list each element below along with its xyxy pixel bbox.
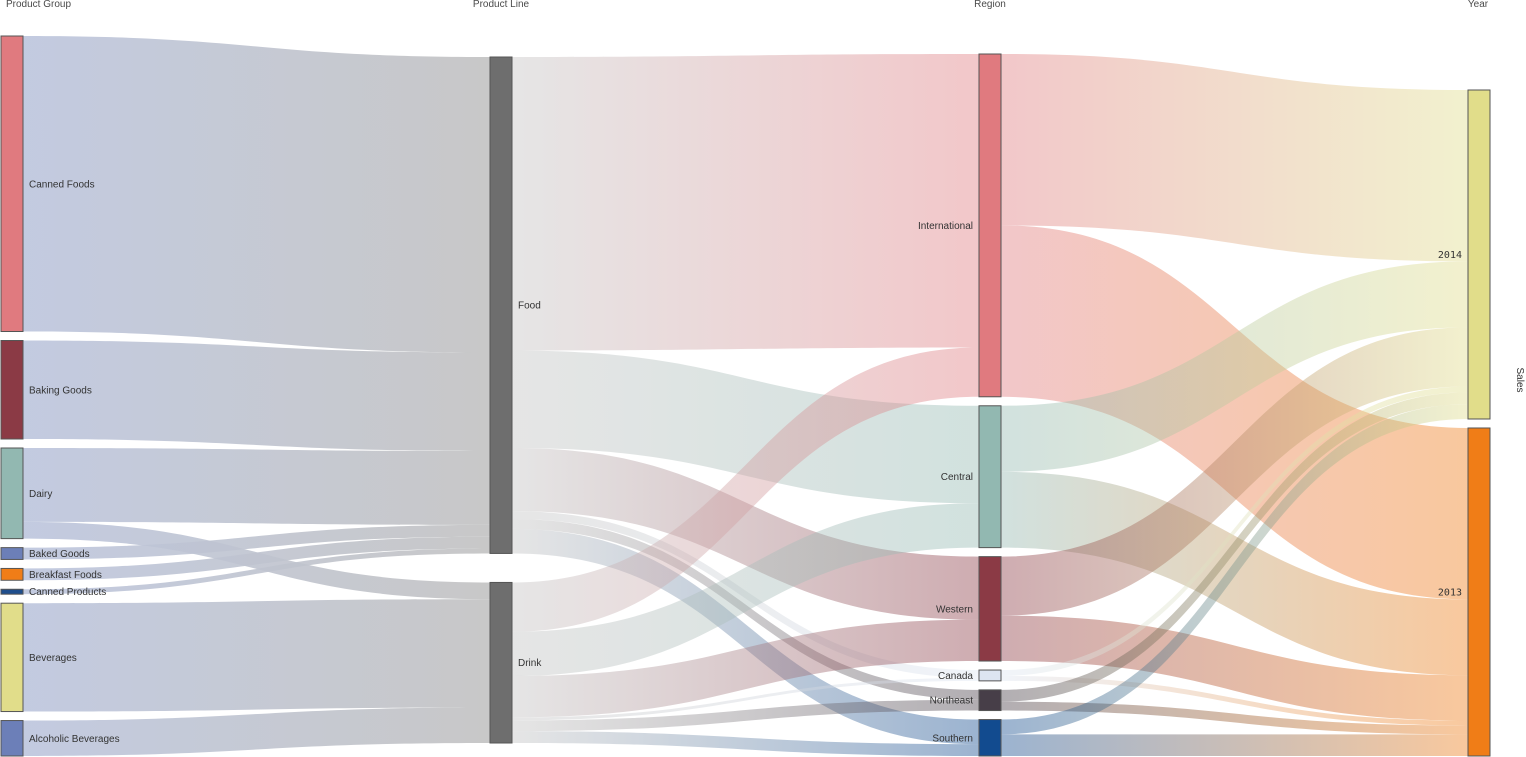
column-header-year: Year [1468,0,1489,10]
link-northeast-to-y2013[interactable] [1001,701,1468,735]
node-label-canned-products: Canned Products [29,587,106,598]
column-headers: Product Group Product Line Region Year [6,0,1489,10]
node-southern[interactable] [978,719,1002,757]
node-food[interactable] [489,56,513,554]
link-baking-goods-to-food[interactable] [23,340,490,452]
node-label-western: Western [936,604,973,615]
link-food-to-central[interactable] [512,350,979,504]
link-canned-products-to-food[interactable] [23,548,490,595]
column-header-product-group: Product Group [6,0,71,10]
node-label-baked-goods: Baked Goods [29,549,90,560]
link-drink-to-canada[interactable] [512,677,979,721]
node-label-canada: Canada [938,671,973,682]
node-label-alcoholic-beverages: Alcoholic Beverages [29,734,120,745]
link-drink-to-western[interactable] [512,619,979,718]
node-label-canned-foods: Canned Foods [29,179,95,190]
link-southern-to-y2014[interactable] [1001,404,1468,735]
node-label-baking-goods: Baking Goods [29,385,92,396]
node-label-food: Food [518,301,541,312]
node-beverages[interactable] [0,602,24,713]
node-drink[interactable] [489,581,513,744]
node-northeast[interactable] [978,689,1002,712]
node-canada[interactable] [978,669,1002,682]
node-label-central: Central [941,472,973,483]
column-header-product-line: Product Line [473,0,530,10]
node-dairy[interactable] [0,447,24,540]
node-canned-foods[interactable] [0,35,24,333]
node-y2013[interactable] [1467,427,1491,757]
node-label-breakfast-foods: Breakfast Foods [29,570,102,581]
link-western-to-y2014[interactable] [1001,327,1468,616]
node-label-drink: Drink [518,658,542,669]
node-baking-goods[interactable] [0,340,24,440]
node-label-dairy: Dairy [29,489,52,500]
node-label-y2013: 2013 [1438,587,1462,598]
node-labels: Canned Foods Baking Goods Dairy Baked Goods… [29,179,1462,745]
link-international-to-y2014[interactable] [1001,54,1468,262]
link-food-to-southern[interactable] [512,528,979,745]
link-international-to-y2013[interactable] [1001,225,1468,600]
node-y2014[interactable] [1467,89,1491,420]
column-header-region: Region [974,0,1006,10]
node-baked-goods[interactable] [0,547,24,560]
measure-label: Sales [1514,367,1525,392]
node-western[interactable] [978,556,1002,662]
link-breakfast-foods-to-food[interactable] [23,536,490,581]
node-label-international: International [918,221,973,232]
node-central[interactable] [978,405,1002,549]
link-canada-to-y2013[interactable] [1001,675,1468,726]
node-label-beverages: Beverages [29,653,77,664]
link-canned-foods-to-food[interactable] [23,36,490,353]
link-central-to-y2014[interactable] [1001,261,1468,472]
link-drink-to-international[interactable] [512,347,979,632]
link-southern-to-y2013[interactable] [1001,734,1468,756]
link-beverages-to-drink[interactable] [23,599,490,712]
link-baked-goods-to-food[interactable] [23,524,490,560]
node-label-southern: Southern [932,733,973,744]
link-drink-to-southern[interactable] [512,731,979,756]
node-alcoholic-beverages[interactable] [0,720,24,757]
link-food-to-international[interactable] [512,54,979,351]
sankey-nodes [0,35,1491,757]
link-drink-to-northeast[interactable] [512,699,979,732]
node-canned-products[interactable] [0,588,24,595]
link-drink-to-central[interactable] [512,503,979,677]
link-alcoholic-beverages-to-drink[interactable] [23,707,490,756]
sankey-links [23,36,1468,756]
node-label-y2014: 2014 [1438,250,1462,261]
link-dairy-to-food[interactable] [23,448,490,525]
node-international[interactable] [978,53,1002,398]
link-canada-to-y2014[interactable] [1001,386,1468,676]
link-northeast-to-y2014[interactable] [1001,392,1468,702]
link-food-to-western[interactable] [512,448,979,620]
node-breakfast-foods[interactable] [0,567,24,581]
node-label-northeast: Northeast [930,696,974,707]
